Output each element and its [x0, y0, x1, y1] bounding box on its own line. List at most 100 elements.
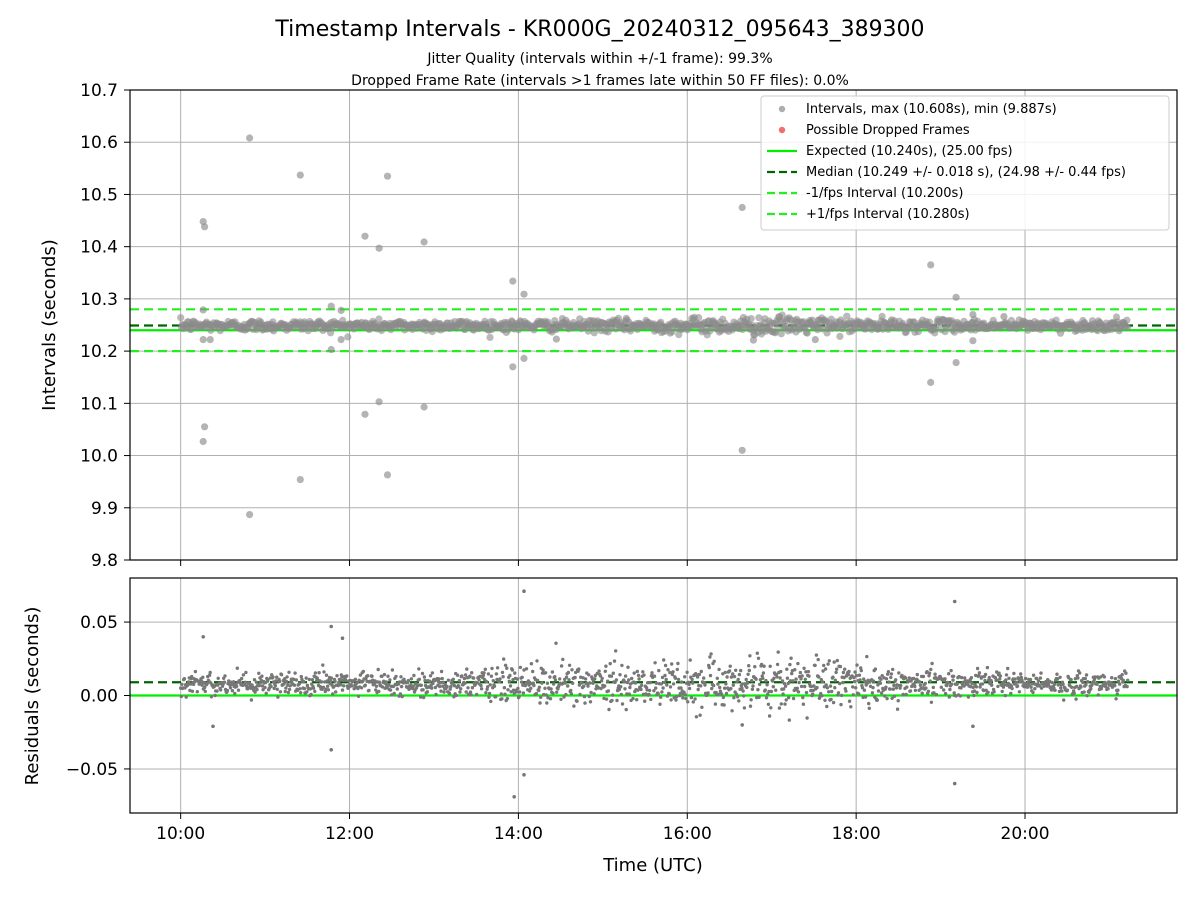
residual-point	[835, 658, 839, 663]
residual-point	[657, 668, 661, 673]
residual-point	[287, 687, 292, 692]
residual-point	[219, 688, 223, 692]
residual-point	[683, 693, 687, 697]
residual-point	[974, 685, 979, 689]
residual-point	[479, 683, 483, 688]
residual-point	[1010, 686, 1014, 691]
residual-point	[482, 671, 486, 675]
interval-outlier-point	[927, 261, 935, 269]
residual-point	[997, 671, 1001, 675]
residual-point	[631, 696, 635, 701]
residual-outlier-point	[740, 723, 744, 727]
residual-point	[927, 674, 931, 678]
residual-point	[699, 669, 703, 674]
residual-point	[497, 680, 502, 684]
residual-point	[709, 652, 713, 656]
residual-point	[591, 681, 595, 685]
residual-point	[777, 706, 782, 710]
residual-point	[658, 702, 662, 706]
residual-point	[789, 656, 793, 660]
residual-point	[659, 682, 663, 686]
residual-point	[458, 690, 462, 694]
residual-point	[457, 679, 462, 683]
residual-point	[977, 671, 982, 675]
residual-point	[566, 684, 570, 688]
residual-point	[761, 676, 765, 680]
chart-subtitle-jitter: Jitter Quality (intervals within +/-1 fr…	[426, 51, 772, 67]
residual-point	[455, 673, 460, 677]
residual-point	[503, 692, 507, 696]
residual-point	[963, 676, 967, 680]
residual-point	[686, 700, 690, 704]
residual-point	[879, 691, 884, 695]
residual-point	[762, 664, 766, 668]
residual-point	[609, 674, 614, 678]
residual-point	[728, 664, 732, 668]
residual-point	[758, 682, 762, 687]
residual-point	[1093, 675, 1097, 679]
residual-point	[948, 687, 952, 692]
residual-point	[230, 689, 235, 693]
residual-point	[669, 698, 673, 702]
residual-point	[321, 685, 326, 689]
residual-point	[1089, 687, 1093, 691]
residual-point	[996, 684, 1000, 689]
interval-outlier-point	[811, 336, 819, 344]
residual-point	[506, 688, 510, 692]
residual-point	[374, 684, 379, 688]
residual-point	[950, 682, 954, 686]
residual-point	[887, 680, 891, 684]
residual-point	[854, 673, 859, 678]
residual-point	[1019, 675, 1023, 680]
residual-point	[745, 685, 749, 690]
residual-point	[943, 677, 947, 681]
residual-point	[801, 695, 805, 700]
residual-point	[969, 676, 974, 680]
residual-point	[983, 672, 988, 677]
residuals-y-tick-label: −0.05	[66, 760, 118, 780]
residual-outlier-point	[522, 773, 526, 777]
residual-point	[271, 675, 275, 679]
residual-point	[276, 695, 280, 699]
residual-point	[748, 654, 752, 658]
intervals-y-tick-label: 10.2	[80, 342, 118, 362]
residual-point	[449, 684, 453, 689]
residual-point	[1118, 682, 1122, 686]
residual-point	[1002, 683, 1006, 687]
residual-point	[699, 684, 703, 688]
residual-point	[896, 699, 900, 703]
interval-outlier-point	[199, 306, 207, 314]
residual-point	[841, 670, 846, 675]
residual-point	[555, 690, 559, 694]
residual-point	[468, 690, 473, 694]
residual-outlier-point	[971, 724, 975, 729]
residual-point	[275, 675, 279, 679]
intervals-axes-frame	[129, 89, 1178, 561]
residual-point	[452, 695, 456, 699]
residual-point	[1113, 683, 1117, 688]
interval-outlier-point	[201, 223, 209, 231]
residual-point	[437, 677, 441, 681]
residual-point	[593, 677, 597, 681]
residual-point	[1059, 686, 1063, 690]
residual-point	[215, 689, 219, 693]
interval-outlier-point	[1000, 313, 1008, 321]
residual-point	[687, 682, 691, 687]
residual-point	[641, 692, 646, 696]
interval-outlier-point	[206, 336, 214, 344]
interval-point	[486, 333, 494, 341]
residual-point	[807, 674, 811, 678]
residual-point	[889, 672, 894, 676]
residual-point	[392, 691, 396, 696]
residuals-x-ticks: 10:00 12:00 14:00 16:00 18:00 20:00	[156, 813, 1050, 844]
residual-point	[821, 669, 825, 673]
interval-point	[878, 312, 886, 320]
residual-point	[286, 690, 291, 695]
residual-point	[793, 668, 797, 672]
residual-point	[873, 667, 878, 671]
residual-point	[445, 684, 449, 689]
residual-point	[380, 685, 385, 689]
residual-point	[587, 694, 591, 699]
residual-point	[551, 691, 555, 695]
residual-point	[780, 679, 785, 683]
